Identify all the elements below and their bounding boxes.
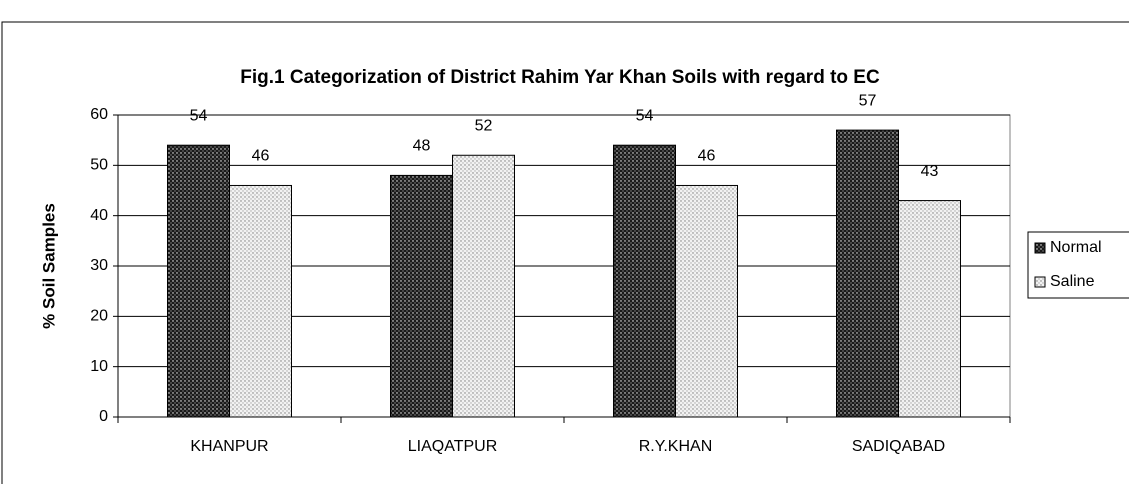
bar <box>167 144 230 418</box>
data-label: 54 <box>190 107 208 124</box>
bar <box>898 200 961 418</box>
y-tick-label: 30 <box>90 257 108 274</box>
y-tick-label: 50 <box>90 157 108 174</box>
bar <box>229 184 292 418</box>
y-axis-title: % Soil Samples <box>39 203 58 329</box>
data-label: 48 <box>413 138 431 155</box>
x-tick-label: KHANPUR <box>190 438 268 455</box>
y-tick-label: 10 <box>90 358 108 375</box>
x-tick-label: LIAQATPUR <box>408 438 498 455</box>
y-tick-label: 20 <box>90 308 108 325</box>
bar <box>452 154 515 418</box>
y-tick-label: 0 <box>99 408 108 425</box>
bar <box>390 174 453 418</box>
data-label: 54 <box>636 107 654 124</box>
legend-label: Normal <box>1050 239 1102 256</box>
data-label: 46 <box>252 148 270 165</box>
chart-title: Fig.1 Categorization of District Rahim Y… <box>240 67 880 88</box>
bar <box>613 144 676 418</box>
legend-label: Saline <box>1050 273 1095 290</box>
legend-swatch <box>1034 242 1046 254</box>
bar <box>836 129 899 418</box>
y-tick-label: 60 <box>90 106 108 123</box>
data-label: 43 <box>921 163 939 180</box>
x-tick-label: R.Y.KHAN <box>639 438 713 455</box>
y-tick-label: 40 <box>90 207 108 224</box>
data-label: 46 <box>698 148 716 165</box>
data-label: 52 <box>475 117 493 134</box>
data-label: 57 <box>859 92 877 109</box>
bar <box>675 184 738 418</box>
x-tick-label: SADIQABAD <box>852 438 945 455</box>
legend-swatch <box>1034 276 1046 288</box>
